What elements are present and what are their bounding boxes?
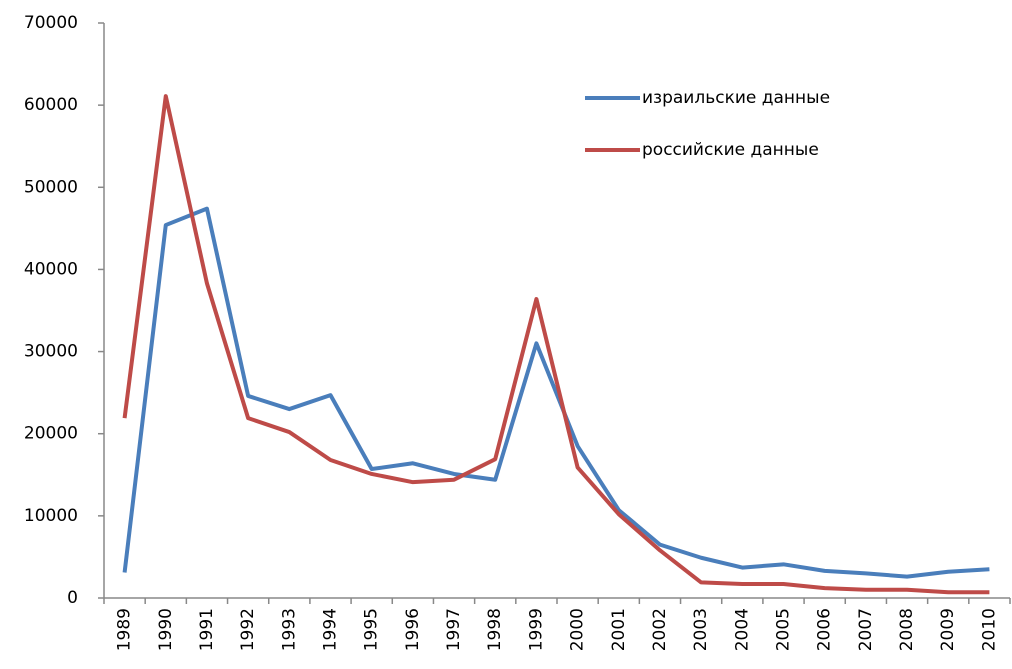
- x-tick-label: 1991: [197, 608, 217, 651]
- x-tick-label: 1996: [403, 608, 423, 651]
- y-tick-label: 40000: [24, 259, 78, 279]
- x-tick-label: 1998: [485, 608, 505, 651]
- series-line: [122, 206, 990, 579]
- y-tick-label: 70000: [24, 13, 78, 33]
- x-tick-label: 2001: [609, 608, 629, 651]
- y-tick-label: 20000: [24, 424, 78, 444]
- legend-label: израильские данные: [642, 88, 830, 108]
- x-tick-label: 1992: [238, 608, 258, 651]
- x-tick-label: 1999: [526, 608, 546, 651]
- x-tick-label: 2003: [691, 608, 711, 651]
- y-tick-label: 30000: [24, 342, 78, 362]
- y-tick-label: 10000: [24, 506, 78, 526]
- x-tick-label: 1989: [115, 608, 135, 651]
- y-tick-label: 0: [67, 588, 78, 608]
- x-tick-label: 1993: [279, 608, 299, 651]
- x-tick-label: 2007: [856, 608, 876, 651]
- x-tick-label: 2000: [568, 608, 588, 651]
- x-tick-label: 1997: [444, 608, 464, 651]
- legend-label: российские данные: [642, 140, 819, 160]
- x-tick-label: 2005: [774, 608, 794, 651]
- x-tick-label: 2004: [732, 608, 752, 651]
- y-tick-label: 60000: [24, 95, 78, 115]
- x-tick-label: 2002: [650, 608, 670, 651]
- x-tick-label: 2009: [938, 608, 958, 651]
- y-tick-label: 50000: [24, 177, 78, 197]
- x-tick-label: 2008: [897, 608, 917, 651]
- x-tick-label: 1990: [156, 608, 176, 651]
- x-tick-label: 2010: [979, 608, 999, 651]
- series-line: [122, 94, 990, 595]
- x-tick-label: 1995: [362, 608, 382, 651]
- x-tick-label: 1994: [321, 608, 341, 651]
- x-tick-label: 2006: [815, 608, 835, 651]
